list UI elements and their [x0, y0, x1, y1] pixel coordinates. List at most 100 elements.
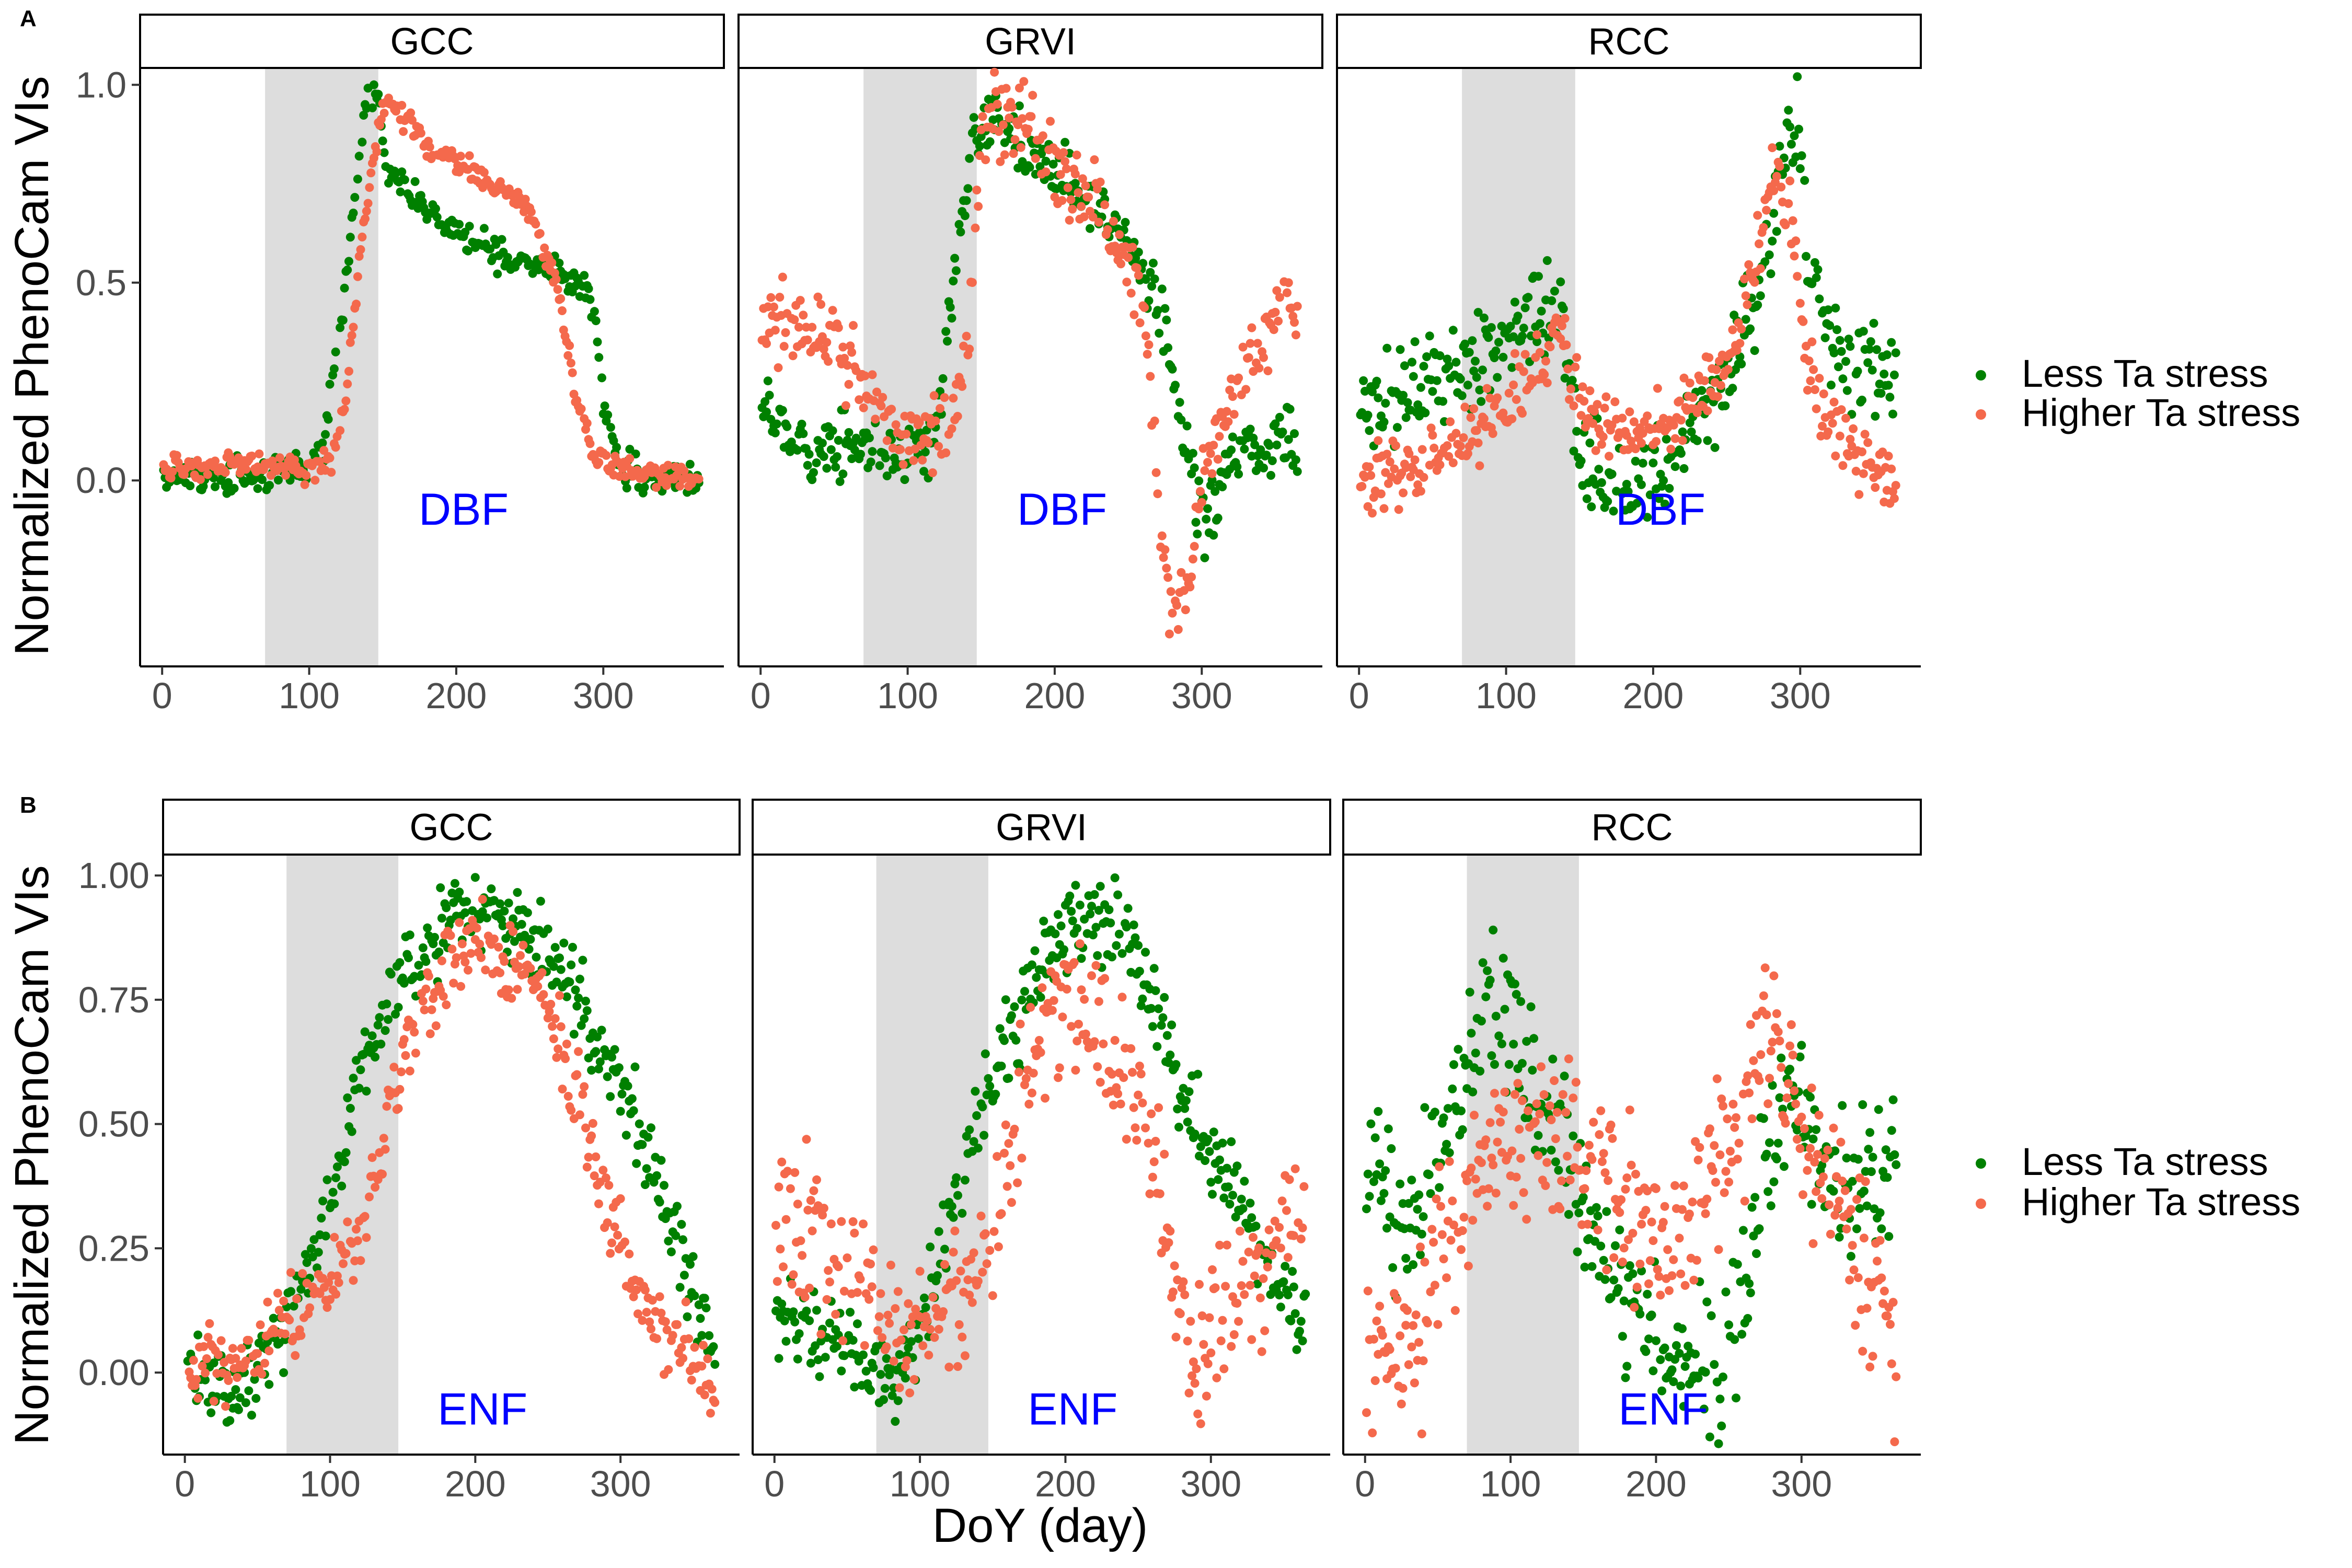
point-higher-stress	[958, 382, 967, 391]
point-higher-stress	[1175, 1309, 1185, 1318]
point-higher-stress	[286, 1268, 295, 1277]
point-less-stress	[622, 483, 631, 493]
point-less-stress	[209, 1358, 218, 1368]
point-less-stress	[1041, 156, 1051, 166]
point-higher-stress	[1485, 1118, 1495, 1127]
point-less-stress	[1871, 411, 1880, 421]
point-less-stress	[559, 938, 569, 948]
point-less-stress	[1498, 353, 1508, 362]
point-higher-stress	[1730, 1123, 1739, 1132]
point-less-stress	[1524, 293, 1533, 302]
point-higher-stress	[610, 1222, 619, 1231]
point-higher-stress	[1072, 151, 1081, 160]
point-less-stress	[1413, 1205, 1422, 1214]
point-higher-stress	[1579, 397, 1589, 406]
point-higher-stress	[395, 1085, 405, 1094]
point-higher-stress	[1401, 1321, 1411, 1330]
point-higher-stress	[1689, 1275, 1699, 1285]
point-higher-stress	[1859, 1233, 1869, 1243]
point-higher-stress	[928, 468, 937, 477]
point-less-stress	[1572, 426, 1582, 436]
point-less-stress	[1114, 929, 1124, 939]
point-higher-stress	[1835, 431, 1844, 441]
point-less-stress	[900, 475, 909, 485]
point-less-stress	[1162, 315, 1171, 325]
point-less-stress	[1147, 1004, 1156, 1013]
point-higher-stress	[1880, 1286, 1889, 1296]
point-higher-stress	[244, 1335, 253, 1345]
point-higher-stress	[603, 1218, 612, 1227]
point-higher-stress	[325, 453, 335, 463]
point-less-stress	[442, 903, 451, 913]
point-higher-stress	[843, 1253, 852, 1263]
point-higher-stress	[1448, 1196, 1457, 1206]
point-higher-stress	[1250, 1271, 1259, 1281]
point-higher-stress	[1027, 112, 1036, 121]
point-higher-stress	[790, 1168, 800, 1177]
point-higher-stress	[1795, 298, 1805, 308]
point-higher-stress	[1873, 1256, 1882, 1266]
point-less-stress	[1400, 361, 1409, 371]
point-higher-stress	[675, 481, 685, 491]
point-less-stress	[1676, 1381, 1686, 1391]
point-less-stress	[1573, 1247, 1582, 1256]
point-less-stress	[1231, 1213, 1240, 1221]
point-higher-stress	[1034, 1036, 1044, 1045]
point-higher-stress	[255, 449, 264, 458]
point-less-stress	[934, 1227, 943, 1236]
point-higher-stress	[1159, 553, 1168, 562]
point-higher-stress	[1073, 1036, 1082, 1046]
point-higher-stress	[1406, 472, 1415, 481]
point-higher-stress	[949, 1248, 958, 1257]
point-less-stress	[1251, 1221, 1261, 1231]
point-higher-stress	[1562, 340, 1571, 350]
point-higher-stress	[1063, 183, 1073, 192]
point-higher-stress	[1829, 1123, 1838, 1133]
x-tick-label: 300	[1771, 1463, 1832, 1504]
point-less-stress	[1460, 339, 1470, 349]
x-tick-label: 0	[152, 675, 172, 716]
point-less-stress	[1073, 924, 1082, 933]
point-higher-stress	[1888, 1298, 1898, 1307]
point-higher-stress	[547, 258, 557, 268]
point-higher-stress	[424, 972, 433, 981]
point-higher-stress	[885, 1319, 894, 1328]
point-higher-stress	[1138, 1098, 1147, 1108]
point-higher-stress	[1369, 1334, 1378, 1344]
point-higher-stress	[1889, 494, 1899, 503]
point-less-stress	[1615, 1225, 1624, 1235]
point-less-stress	[391, 1009, 400, 1019]
point-higher-stress	[1209, 441, 1218, 450]
point-less-stress	[812, 1306, 821, 1315]
point-less-stress	[1051, 929, 1060, 939]
point-higher-stress	[1449, 1220, 1458, 1230]
point-higher-stress	[1458, 1226, 1467, 1235]
point-higher-stress	[1851, 1321, 1860, 1330]
point-less-stress	[1692, 436, 1702, 445]
point-less-stress	[318, 1196, 328, 1206]
point-higher-stress	[1385, 457, 1394, 467]
point-higher-stress	[1196, 487, 1205, 496]
point-higher-stress	[1519, 367, 1528, 376]
point-less-stress	[1234, 469, 1243, 479]
point-higher-stress	[1749, 1056, 1758, 1065]
point-higher-stress	[1829, 397, 1839, 407]
point-less-stress	[1551, 1157, 1560, 1167]
point-less-stress	[1775, 1093, 1784, 1102]
point-higher-stress	[585, 439, 595, 448]
point-higher-stress	[1168, 608, 1177, 618]
point-higher-stress	[1512, 395, 1521, 404]
point-less-stress	[1193, 529, 1202, 539]
point-less-stress	[1177, 416, 1186, 424]
point-higher-stress	[260, 1358, 269, 1368]
point-less-stress	[491, 240, 501, 249]
point-higher-stress	[1597, 1157, 1607, 1166]
point-higher-stress	[828, 306, 837, 315]
point-less-stress	[1004, 1074, 1013, 1083]
point-less-stress	[833, 452, 841, 462]
point-less-stress	[336, 323, 345, 332]
point-less-stress	[1456, 374, 1465, 384]
point-higher-stress	[1446, 1236, 1456, 1245]
point-higher-stress	[590, 1171, 599, 1181]
point-less-stress	[1848, 1177, 1857, 1186]
